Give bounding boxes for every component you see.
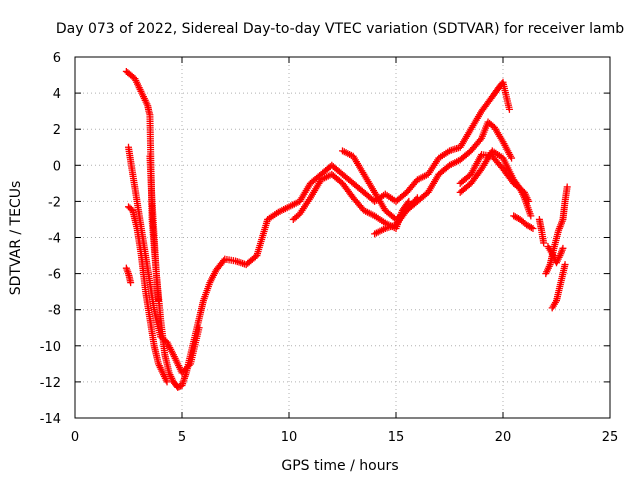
y-tick-label: -4 (48, 232, 61, 247)
data-point (412, 195, 420, 203)
data-point (505, 105, 513, 113)
series-track-n (544, 243, 567, 267)
x-axis-label: GPS time / hours (281, 458, 398, 474)
data-point (154, 297, 162, 305)
x-tick-label: 20 (495, 430, 512, 445)
data-point (529, 224, 537, 232)
data-point (525, 197, 533, 205)
y-tick-label: -6 (48, 268, 61, 283)
y-tick-label: -12 (40, 376, 61, 391)
x-tick-label: 25 (602, 430, 619, 445)
data-point (476, 136, 484, 144)
data-point (527, 212, 535, 220)
series-track-m (548, 261, 569, 312)
data-point (540, 239, 548, 247)
series-track-d (146, 152, 162, 305)
x-tick-label: 15 (388, 430, 405, 445)
data-points (122, 67, 571, 391)
series-track-g (371, 194, 421, 238)
y-tick-label: -2 (48, 195, 61, 210)
y-tick-label: 2 (53, 123, 61, 138)
y-tick-label: -10 (40, 340, 61, 355)
x-tick-label: 5 (178, 430, 186, 445)
grid-lines (75, 57, 610, 418)
x-tick-label: 10 (281, 430, 298, 445)
data-point (508, 154, 516, 162)
data-point (127, 279, 135, 287)
y-tick-label: -8 (48, 304, 61, 319)
data-point (561, 261, 569, 269)
data-point (195, 324, 203, 332)
x-tick-label: 0 (71, 430, 79, 445)
chart-title: Day 073 of 2022, Sidereal Day-to-day VTE… (56, 21, 624, 37)
series-track-o (122, 264, 135, 287)
y-axis-label: SDTVAR / TECUs (8, 181, 24, 296)
data-point (163, 378, 171, 386)
data-point (563, 183, 571, 191)
series-track-i (456, 150, 533, 205)
y-tick-label: 0 (53, 159, 61, 174)
data-point (527, 224, 535, 232)
data-point (413, 194, 421, 202)
y-tick-label: 6 (53, 51, 61, 66)
series-track-k (535, 215, 548, 247)
y-tick-label: -14 (40, 412, 61, 427)
data-point (559, 244, 567, 252)
series-track-c (125, 203, 171, 386)
data-point (185, 361, 193, 369)
data-point (220, 257, 228, 265)
series-track-j (510, 212, 537, 232)
axis-ticks: 0 5 10 15 20 25 -14 -12 -10 -8 -6 -4 -2 0 2 4 6 (40, 51, 619, 445)
y-tick-label: 4 (53, 87, 61, 102)
series-track-a (122, 67, 513, 391)
